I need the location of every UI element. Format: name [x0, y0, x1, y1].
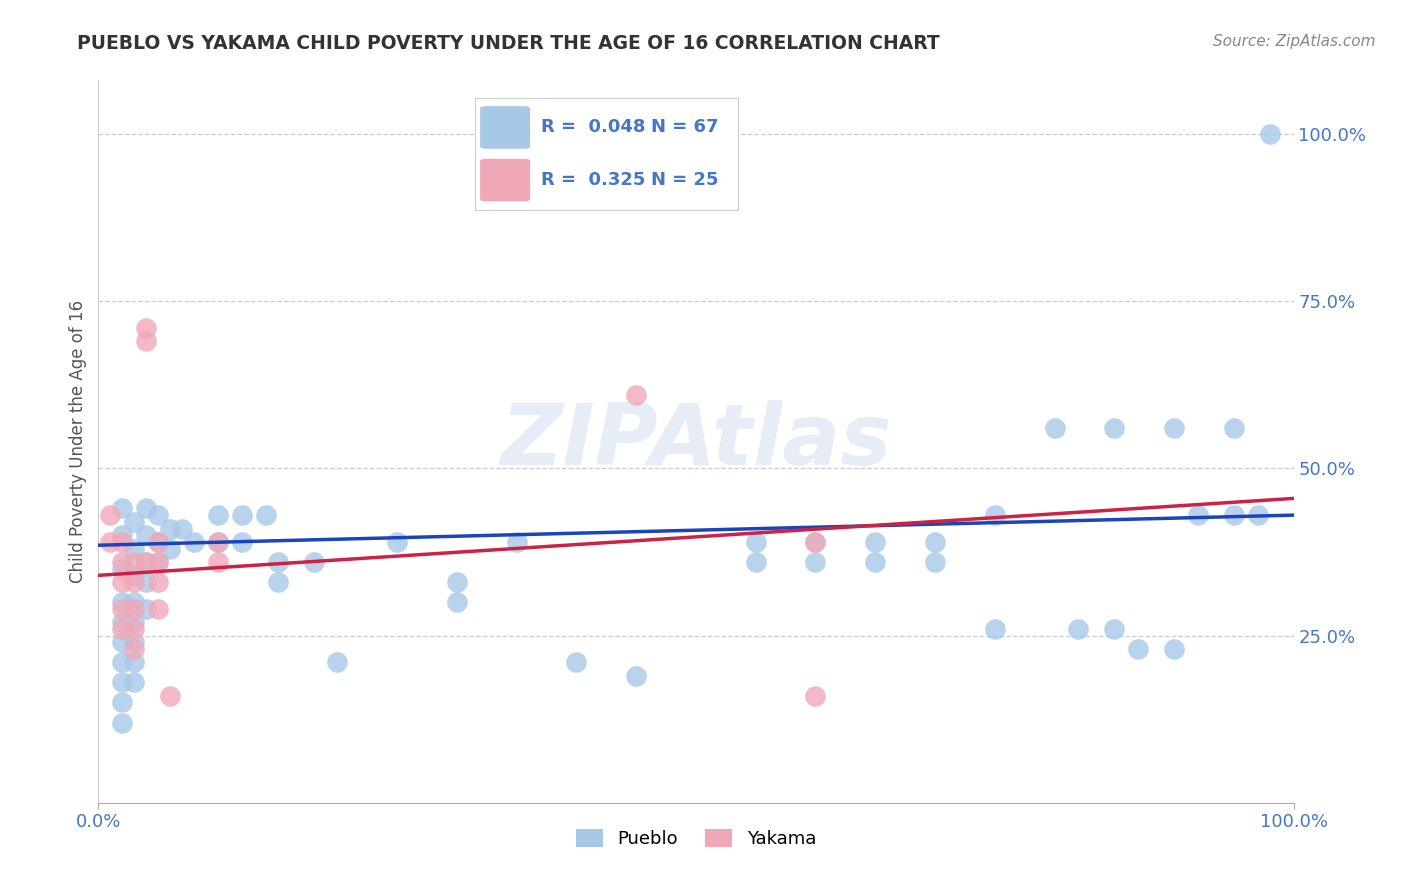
Point — [111, 528, 134, 542]
Point — [1128, 642, 1150, 657]
Point — [626, 669, 648, 683]
Point — [1223, 421, 1246, 435]
Point — [124, 655, 146, 669]
Point — [984, 508, 1007, 523]
Point — [207, 508, 229, 523]
Point — [124, 635, 146, 649]
Point — [98, 534, 122, 549]
Point — [1067, 622, 1090, 636]
Point — [148, 555, 170, 569]
Point — [1247, 508, 1270, 523]
Point — [1104, 622, 1126, 636]
Point — [745, 534, 768, 549]
Point — [135, 555, 157, 569]
Point — [172, 521, 194, 535]
Point — [124, 675, 146, 690]
Point — [326, 655, 349, 669]
Y-axis label: Child Poverty Under the Age of 16: Child Poverty Under the Age of 16 — [69, 300, 87, 583]
Point — [148, 534, 170, 549]
Point — [1223, 508, 1246, 523]
Point — [111, 534, 134, 549]
Point — [135, 321, 157, 335]
Point — [626, 387, 648, 401]
Point — [446, 595, 468, 609]
Point — [254, 508, 277, 523]
Point — [1043, 421, 1066, 435]
Point — [302, 555, 325, 569]
Point — [267, 555, 290, 569]
Point — [135, 501, 157, 516]
Point — [111, 555, 134, 569]
Point — [745, 555, 768, 569]
Point — [267, 575, 290, 590]
Point — [111, 562, 134, 576]
Point — [565, 655, 588, 669]
Point — [1163, 421, 1185, 435]
Point — [804, 689, 827, 703]
Point — [207, 555, 229, 569]
Point — [124, 575, 146, 590]
Point — [111, 595, 134, 609]
Point — [111, 635, 134, 649]
Point — [124, 515, 146, 529]
Point — [111, 602, 134, 616]
Legend: Pueblo, Yakama: Pueblo, Yakama — [568, 822, 824, 855]
Point — [124, 642, 146, 657]
Point — [135, 575, 157, 590]
Text: Source: ZipAtlas.com: Source: ZipAtlas.com — [1212, 34, 1375, 49]
Point — [111, 622, 134, 636]
Point — [148, 508, 170, 523]
Point — [135, 555, 157, 569]
Point — [124, 622, 146, 636]
Point — [148, 575, 170, 590]
Text: PUEBLO VS YAKAMA CHILD POVERTY UNDER THE AGE OF 16 CORRELATION CHART: PUEBLO VS YAKAMA CHILD POVERTY UNDER THE… — [77, 34, 941, 53]
Point — [159, 521, 181, 535]
Point — [111, 715, 134, 730]
Point — [804, 534, 827, 549]
Point — [924, 555, 946, 569]
Point — [231, 534, 253, 549]
Point — [804, 555, 827, 569]
Point — [124, 568, 146, 582]
Point — [1104, 421, 1126, 435]
Point — [111, 655, 134, 669]
Point — [111, 696, 134, 710]
Point — [124, 555, 146, 569]
Point — [98, 508, 122, 523]
Point — [148, 555, 170, 569]
Point — [865, 555, 887, 569]
Point — [1187, 508, 1209, 523]
Point — [148, 602, 170, 616]
Point — [111, 575, 134, 590]
Point — [385, 534, 409, 549]
Point — [231, 508, 253, 523]
Point — [135, 602, 157, 616]
Point — [207, 534, 229, 549]
Text: ZIPAtlas: ZIPAtlas — [501, 400, 891, 483]
Point — [124, 615, 146, 630]
Point — [924, 534, 946, 549]
Point — [207, 534, 229, 549]
Point — [111, 501, 134, 516]
Point — [446, 575, 468, 590]
Point — [111, 615, 134, 630]
Point — [159, 541, 181, 556]
Point — [135, 334, 157, 349]
Point — [148, 534, 170, 549]
Point — [124, 595, 146, 609]
Point — [506, 534, 529, 549]
Point — [804, 534, 827, 549]
Point — [111, 675, 134, 690]
Point — [183, 534, 205, 549]
Point — [1163, 642, 1185, 657]
Point — [124, 541, 146, 556]
Point — [135, 528, 157, 542]
Point — [1258, 127, 1281, 141]
Point — [984, 622, 1007, 636]
Point — [124, 602, 146, 616]
Point — [865, 534, 887, 549]
Point — [159, 689, 181, 703]
